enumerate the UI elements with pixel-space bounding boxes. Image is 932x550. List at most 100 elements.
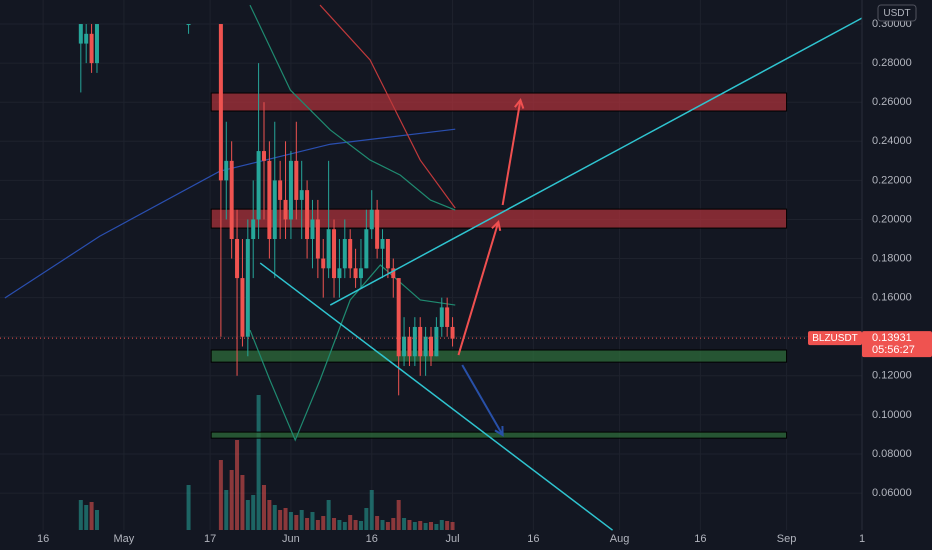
volume-bar xyxy=(364,508,369,530)
candle-body xyxy=(218,24,223,181)
candle-body xyxy=(348,239,353,269)
volume-bar xyxy=(272,505,277,530)
candle-body xyxy=(332,229,337,279)
volume-bar xyxy=(235,440,240,530)
volume-bar xyxy=(310,512,315,530)
currency-box xyxy=(877,4,917,22)
volume-bar xyxy=(94,510,99,530)
candle-body xyxy=(407,336,412,357)
x-tick-label: Sep xyxy=(777,533,797,545)
volume-bar xyxy=(283,508,288,530)
candle-body xyxy=(353,268,358,279)
volume-bar xyxy=(402,518,407,530)
volume-bar xyxy=(412,522,417,530)
candle-body xyxy=(412,326,417,357)
volume-bar xyxy=(245,500,250,530)
indicator-line xyxy=(249,264,456,442)
volume-bar xyxy=(429,522,433,530)
volume-bar xyxy=(251,495,256,530)
zone xyxy=(210,349,788,363)
volume-bar xyxy=(89,502,94,530)
volume-bar xyxy=(385,522,390,530)
candle-body xyxy=(288,160,293,220)
candle-body xyxy=(229,160,234,240)
candle-body xyxy=(294,160,299,200)
volume-bar xyxy=(315,520,320,530)
candle-body xyxy=(299,190,304,200)
price-tag xyxy=(862,331,932,358)
y-tick-label: 0.22000 xyxy=(872,174,912,186)
volume-bar xyxy=(439,520,444,530)
x-tick-label: 16 xyxy=(527,533,539,545)
y-tick-label: 0.08000 xyxy=(872,448,912,460)
y-tick-label: 0.26000 xyxy=(872,96,912,108)
x-tick-label: 16 xyxy=(37,533,49,545)
x-tick-label: Aug xyxy=(610,533,630,545)
candle-body xyxy=(396,278,401,357)
volume-bar xyxy=(396,500,401,530)
candle-body xyxy=(429,336,433,357)
volume-bar xyxy=(332,518,337,530)
volume-bar xyxy=(380,520,385,530)
candle-body xyxy=(89,33,94,64)
drawing-layer xyxy=(259,15,867,531)
price-label: 0.13931 xyxy=(872,332,912,344)
candle-body xyxy=(391,268,396,279)
arrow xyxy=(457,221,500,356)
arrow-head xyxy=(494,426,504,437)
candle-body xyxy=(78,24,83,44)
volume-bar xyxy=(450,522,455,530)
volume-bar xyxy=(218,460,223,530)
arrow xyxy=(461,364,504,436)
volume-layer xyxy=(78,395,455,530)
candle-body xyxy=(267,160,272,240)
candle-body xyxy=(375,209,380,249)
volume-bar xyxy=(342,522,347,530)
volume-bar xyxy=(305,518,310,530)
volume-bar xyxy=(240,475,245,530)
candle-body xyxy=(337,268,342,279)
candle-body xyxy=(321,258,326,269)
arrow-head xyxy=(514,98,525,109)
volume-bar xyxy=(375,516,380,530)
volume-bar xyxy=(321,516,326,530)
volume-bar xyxy=(348,515,353,530)
candle-body xyxy=(261,151,266,161)
volume-bar xyxy=(186,485,191,530)
symbol-label: BLZUSDT xyxy=(812,333,858,344)
volume-bar xyxy=(224,490,229,530)
volume-bar xyxy=(288,512,293,530)
volume-bar xyxy=(353,520,358,530)
volume-bar xyxy=(84,505,89,530)
arrow xyxy=(501,99,522,206)
zone xyxy=(210,92,788,112)
candle-body xyxy=(245,239,250,337)
grid xyxy=(0,0,863,530)
candle-body xyxy=(450,326,455,339)
volume-bar xyxy=(369,490,374,530)
x-tick-label: Jul xyxy=(446,533,460,545)
candle-body xyxy=(186,24,191,26)
candle-body xyxy=(423,336,428,357)
candle-body xyxy=(315,219,320,259)
y-tick-label: 0.16000 xyxy=(872,292,912,304)
y-tick-label: 0.20000 xyxy=(872,213,912,225)
candle-body xyxy=(84,33,89,44)
volume-bar xyxy=(299,510,304,530)
volume-bar xyxy=(434,524,439,530)
candle-body xyxy=(369,209,374,230)
candle-layer xyxy=(78,24,455,396)
y-tick-label: 0.06000 xyxy=(872,487,912,499)
candle-body xyxy=(305,190,310,240)
indicator-line xyxy=(319,4,456,209)
candle-body xyxy=(224,160,229,181)
candle-body xyxy=(256,151,261,220)
currency: USDT xyxy=(883,8,910,19)
x-tick-label: 1 xyxy=(859,533,865,545)
volume-bar xyxy=(229,470,234,530)
candle-body xyxy=(358,268,363,279)
candle-body xyxy=(418,326,423,357)
candle-body xyxy=(240,278,245,337)
volume-bar xyxy=(261,485,266,530)
